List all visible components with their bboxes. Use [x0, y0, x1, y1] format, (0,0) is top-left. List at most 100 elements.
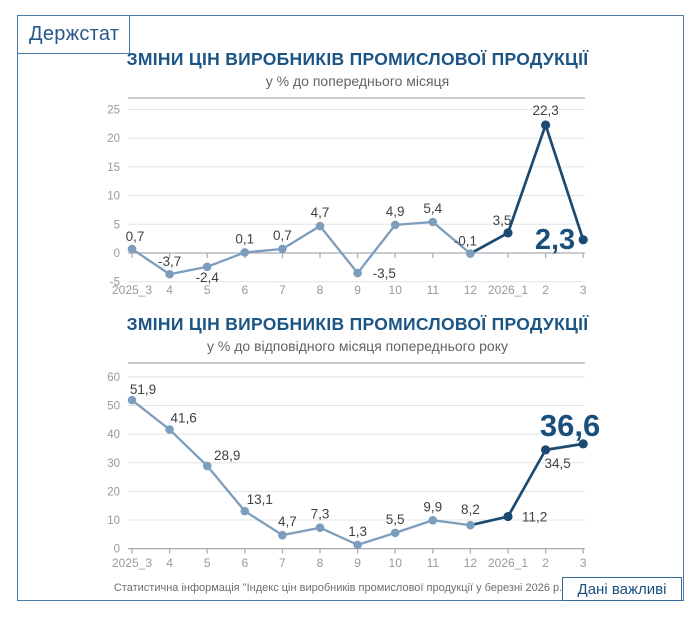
- latest-value-label: 36,6: [540, 408, 600, 443]
- data-point-label: 0,1: [235, 231, 254, 246]
- data-point-label: -3,5: [373, 266, 396, 281]
- chart-yoy-title: ЗМІНИ ЦІН ВИРОБНИКІВ ПРОМИСЛОВОЇ ПРОДУКЦ…: [126, 314, 589, 334]
- x-axis-label: 12: [464, 556, 478, 570]
- data-point-label: 5,5: [386, 512, 405, 527]
- data-point: [165, 425, 174, 434]
- data-point: [541, 120, 551, 130]
- x-axis-label: 2025_3: [112, 283, 152, 297]
- data-point-label: 4,9: [386, 204, 405, 219]
- derzhstat-logo: Держстат: [17, 15, 130, 54]
- data-point-label: 41,6: [170, 411, 196, 426]
- y-axis-label: 5: [114, 219, 120, 231]
- data-point: [466, 520, 475, 530]
- y-axis-label: 20: [107, 133, 120, 145]
- logo-text: Держстат: [29, 23, 120, 45]
- x-axis-label: 2: [542, 283, 549, 297]
- x-axis-label: 11: [427, 556, 440, 570]
- y-axis-label: 10: [107, 191, 120, 203]
- x-axis-label: 11: [427, 283, 440, 297]
- data-point-label: 9,9: [423, 499, 442, 514]
- y-axis-label: 20: [107, 486, 120, 498]
- data-point: [202, 262, 212, 272]
- data-point-label: 0,7: [126, 229, 145, 244]
- chart-mom-title: ЗМІНИ ЦІН ВИРОБНИКІВ ПРОМИСЛОВОЇ ПРОДУКЦ…: [126, 49, 589, 69]
- x-axis-label: 7: [279, 556, 286, 570]
- x-axis-label: 5: [204, 283, 211, 297]
- y-axis-label: 50: [107, 401, 120, 413]
- y-axis-label: 40: [107, 429, 120, 441]
- x-axis-label: 2: [542, 556, 549, 570]
- data-point: [278, 530, 287, 540]
- data-point-label: 5,4: [423, 201, 442, 216]
- badge-text: Дані важливі: [577, 580, 667, 598]
- x-axis-label: 6: [241, 556, 248, 570]
- data-point-label: 8,2: [461, 502, 480, 517]
- y-axis-label: 15: [107, 162, 120, 174]
- data-point: [165, 269, 174, 279]
- chart-yoy-header: ЗМІНИ ЦІН ВИРОБНИКІВ ПРОМИСЛОВОЇ ПРОДУКЦ…: [95, 314, 620, 355]
- data-point-label: -0,1: [454, 234, 477, 249]
- data-point: [240, 506, 250, 516]
- data-point-label: 3,5: [493, 213, 512, 228]
- x-axis-label: 5: [204, 556, 211, 570]
- data-point: [466, 249, 475, 258]
- data-point: [390, 220, 400, 230]
- y-axis-label: 0: [114, 248, 120, 260]
- data-point: [503, 511, 513, 522]
- x-axis-label: 4: [166, 283, 173, 297]
- data-important-badge: Дані важливі: [562, 577, 682, 601]
- data-point-label: 51,9: [130, 382, 156, 397]
- data-point-label: 11,2: [522, 510, 547, 525]
- data-point: [428, 515, 438, 525]
- data-point: [202, 461, 212, 471]
- x-axis-label: 4: [166, 556, 173, 570]
- x-axis-label: 3: [580, 556, 587, 570]
- chart-mom-header: ЗМІНИ ЦІН ВИРОБНИКІВ ПРОМИСЛОВОЇ ПРОДУКЦ…: [95, 49, 620, 90]
- data-point-label: -3,7: [158, 254, 181, 269]
- data-point: [127, 395, 137, 405]
- x-axis-label: 12: [464, 283, 478, 297]
- x-axis-label: 3: [580, 283, 587, 297]
- data-point-label: -2,4: [196, 270, 220, 285]
- x-axis-label: 6: [241, 283, 248, 297]
- x-axis-label: 10: [389, 556, 403, 570]
- data-point: [541, 445, 551, 455]
- data-point-label: 22,3: [532, 103, 558, 118]
- data-point: [390, 528, 400, 538]
- series-line-2025: [131, 220, 472, 276]
- data-point-label: 34,5: [544, 456, 570, 471]
- x-axis-label: 9: [354, 283, 361, 297]
- data-point: [315, 221, 325, 231]
- x-axis-label: 2026_1: [488, 283, 528, 297]
- y-axis-label: 10: [107, 515, 120, 527]
- data-point: [240, 248, 250, 257]
- data-point: [278, 244, 287, 254]
- data-point: [578, 235, 588, 245]
- source-note: Статистична інформація "Індекс цін вироб…: [113, 582, 567, 594]
- data-point-label: 13,1: [247, 492, 273, 507]
- data-point-label: 4,7: [311, 205, 330, 220]
- data-point: [353, 268, 362, 278]
- data-point: [428, 217, 438, 227]
- series-line-2026: [469, 123, 585, 255]
- data-point: [503, 228, 513, 238]
- x-axis-label: 10: [389, 283, 403, 297]
- data-point-label: 7,3: [311, 507, 330, 522]
- data-point-label: 0,7: [273, 228, 292, 243]
- data-point: [578, 439, 588, 449]
- x-axis-label: 8: [317, 556, 324, 570]
- series-line-2026: [470, 442, 584, 527]
- chart-yoy-subtitle: у % до відповідного місяця попереднього …: [207, 338, 508, 354]
- y-axis-label: 30: [107, 458, 120, 470]
- x-axis-label: 7: [279, 283, 286, 297]
- data-point: [353, 540, 362, 550]
- y-axis-label: -5: [110, 277, 120, 289]
- y-axis-label: 0: [114, 544, 120, 556]
- chart-mom-subtitle: у % до попереднього місяця: [265, 73, 450, 89]
- data-point-label: 1,3: [348, 524, 367, 539]
- x-axis-label: 8: [317, 283, 324, 297]
- x-axis-label: 2025_3: [112, 556, 152, 570]
- data-point: [315, 523, 325, 533]
